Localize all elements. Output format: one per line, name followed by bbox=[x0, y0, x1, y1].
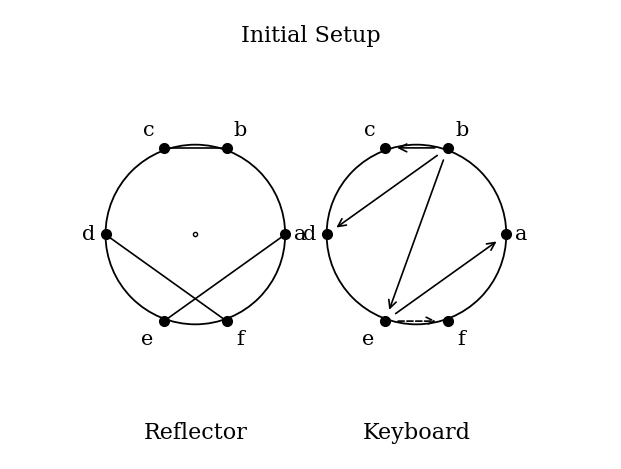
Text: Keyboard: Keyboard bbox=[363, 422, 471, 444]
Text: d: d bbox=[303, 225, 316, 244]
Text: Reflector: Reflector bbox=[143, 422, 247, 444]
Text: f: f bbox=[458, 330, 466, 349]
Text: b: b bbox=[234, 121, 247, 140]
Text: a: a bbox=[515, 225, 528, 244]
Text: e: e bbox=[141, 330, 153, 349]
Text: c: c bbox=[143, 121, 154, 140]
Text: f: f bbox=[237, 330, 244, 349]
Text: d: d bbox=[82, 225, 95, 244]
Text: Initial Setup: Initial Setup bbox=[241, 25, 380, 47]
Text: b: b bbox=[455, 121, 468, 140]
Text: c: c bbox=[364, 121, 375, 140]
Text: a: a bbox=[294, 225, 307, 244]
Text: e: e bbox=[362, 330, 374, 349]
